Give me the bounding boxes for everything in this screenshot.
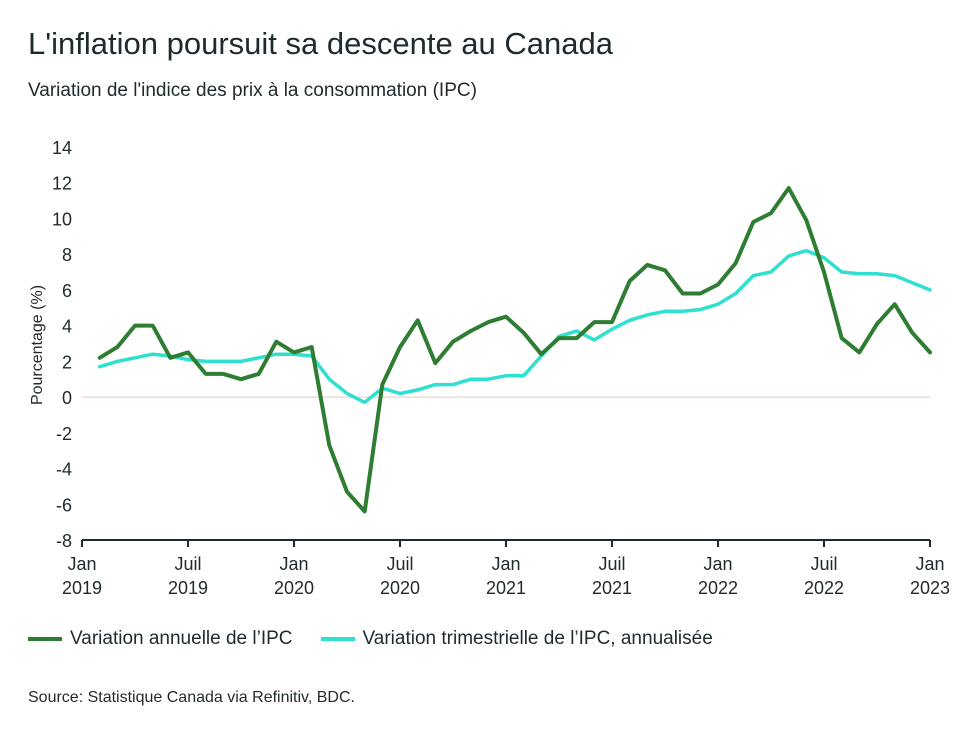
y-tick-label: 10 bbox=[52, 209, 72, 229]
y-tick-label: 14 bbox=[52, 138, 72, 158]
x-tick-label: 2020 bbox=[274, 578, 314, 598]
y-tick-label: -4 bbox=[56, 460, 72, 480]
x-tick-label: Jan bbox=[703, 554, 732, 574]
y-tick-label: 12 bbox=[52, 174, 72, 194]
y-tick-label: 0 bbox=[62, 388, 72, 408]
y-tick-label: 6 bbox=[62, 281, 72, 301]
legend-swatch-annual bbox=[28, 637, 62, 641]
y-tick-label: -6 bbox=[56, 495, 72, 515]
x-tick-label: 2019 bbox=[62, 578, 102, 598]
x-axis-ticks: Jan 2019 Juil 2019 Jan 2020 Juil 2020 Jan 2021 Jui… bbox=[62, 540, 950, 598]
legend-label-annual: Variation annuelle de l’IPC bbox=[70, 628, 293, 649]
legend-item-annual: Variation annuelle de l’IPC bbox=[28, 628, 293, 650]
series-line-annual bbox=[97, 186, 932, 514]
y-axis-ticks: -8 -6 -4 -2 0 2 4 6 8 10 12 14 bbox=[52, 138, 72, 551]
series-line-quarterly bbox=[97, 248, 932, 405]
x-tick-label: 2019 bbox=[168, 578, 208, 598]
y-tick-label: 2 bbox=[62, 352, 72, 372]
y-axis-label: Pourcentage (%) bbox=[29, 285, 46, 405]
x-tick-label: 2022 bbox=[804, 578, 844, 598]
x-tick-label: 2022 bbox=[698, 578, 738, 598]
y-tick-label: -8 bbox=[56, 531, 72, 551]
legend-label-quarterly: Variation trimestrielle de l’IPC, annual… bbox=[362, 628, 713, 649]
x-tick-label: Jan bbox=[67, 554, 96, 574]
chart-subtitle: Variation de l'indice des prix à la cons… bbox=[28, 80, 477, 101]
x-tick-label: Jan bbox=[491, 554, 520, 574]
series-layer bbox=[97, 186, 932, 514]
y-tick-label: 4 bbox=[62, 317, 72, 337]
source-note: Source: Statistique Canada via Refinitiv… bbox=[28, 689, 355, 706]
chart-title: L'inflation poursuit sa descente au Cana… bbox=[28, 26, 613, 61]
x-tick-label: Jan bbox=[915, 554, 944, 574]
x-tick-label: 2023 bbox=[910, 578, 950, 598]
x-tick-label: 2021 bbox=[592, 578, 632, 598]
y-tick-label: -2 bbox=[56, 424, 72, 444]
y-tick-label: 8 bbox=[62, 245, 72, 265]
x-tick-label: Juil bbox=[810, 554, 837, 574]
x-tick-label: 2020 bbox=[380, 578, 420, 598]
x-tick-label: 2021 bbox=[486, 578, 526, 598]
x-tick-label: Jan bbox=[279, 554, 308, 574]
legend-swatch-quarterly bbox=[320, 637, 355, 641]
x-tick-label: Juil bbox=[598, 554, 625, 574]
x-tick-label: Juil bbox=[174, 554, 201, 574]
legend: Variation annuelle de l’IPC Variation tr… bbox=[28, 628, 741, 650]
legend-item-quarterly: Variation trimestrielle de l’IPC, annual… bbox=[320, 628, 713, 650]
x-tick-label: Juil bbox=[386, 554, 413, 574]
